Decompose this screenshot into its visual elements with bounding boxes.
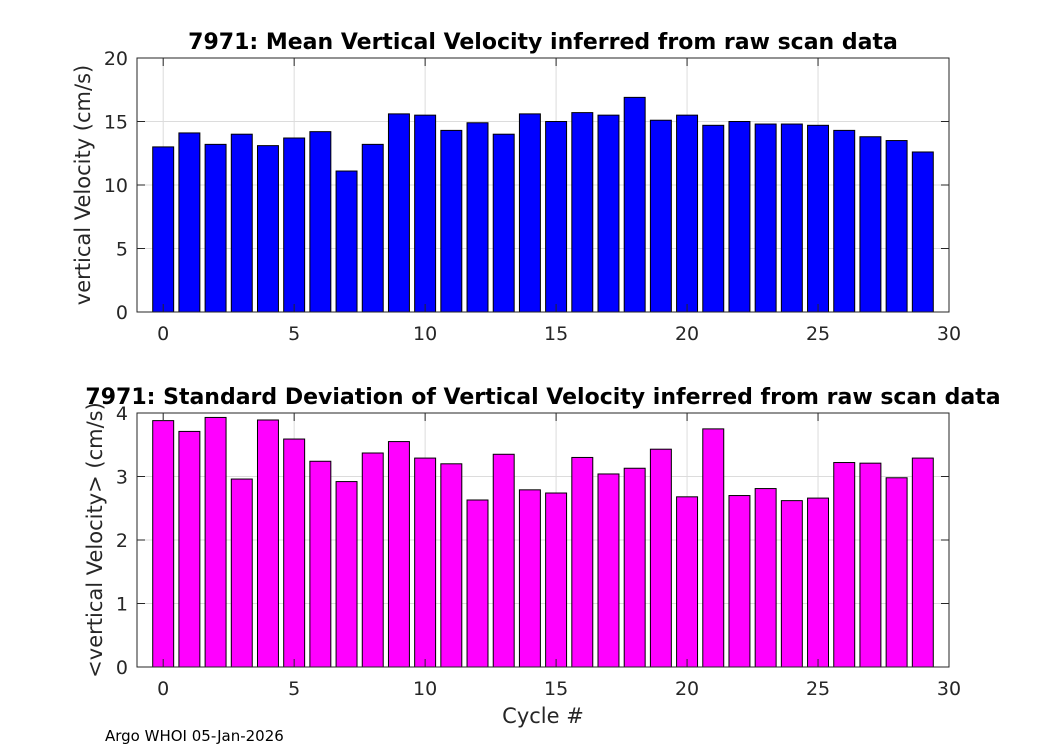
bar xyxy=(702,124,725,313)
bar xyxy=(676,496,699,668)
bar xyxy=(492,453,515,668)
bar xyxy=(807,124,830,313)
y-tick-label: 2 xyxy=(116,530,128,552)
bar xyxy=(780,123,803,313)
x-tick-label: 15 xyxy=(544,678,568,700)
bars xyxy=(152,96,934,313)
bar xyxy=(833,129,856,313)
bar xyxy=(309,131,332,313)
y-tick-label: 0 xyxy=(116,657,128,679)
footer-credit: Argo WHOI 05-Jan-2026 xyxy=(105,727,284,745)
bar xyxy=(361,452,384,668)
bar xyxy=(649,448,672,668)
y-tick-label: 15 xyxy=(104,112,128,134)
bar xyxy=(230,478,253,668)
bar xyxy=(649,119,672,313)
bar xyxy=(492,133,515,313)
x-tick-label: 30 xyxy=(937,323,961,345)
bar xyxy=(676,114,699,313)
bar xyxy=(440,463,463,668)
bar xyxy=(728,121,751,313)
x-tick-label: 5 xyxy=(288,323,300,345)
x-tick-label: 20 xyxy=(675,678,699,700)
bar xyxy=(387,113,410,313)
bar xyxy=(204,416,227,668)
bar xyxy=(911,151,934,313)
x-tick-label: 25 xyxy=(806,678,830,700)
bar xyxy=(178,430,201,668)
x-axis-label: Cycle # xyxy=(502,704,584,728)
bar xyxy=(309,460,332,668)
bar xyxy=(728,495,751,668)
y-tick-label: 10 xyxy=(104,175,128,197)
bar xyxy=(859,462,882,668)
x-tick-label: 30 xyxy=(937,678,961,700)
bar xyxy=(466,499,489,668)
bar xyxy=(466,122,489,313)
bar xyxy=(885,140,908,313)
bar xyxy=(178,132,201,313)
bar xyxy=(152,420,175,668)
bar xyxy=(754,488,777,668)
x-tick-label: 10 xyxy=(413,678,437,700)
mean-velocity-panel: 0 5 10 15 20 25 30 0 5 10 15 20 7971: Mean Vertical… xyxy=(71,30,961,345)
bar xyxy=(754,123,777,313)
bar xyxy=(440,129,463,313)
bar xyxy=(230,133,253,313)
bars xyxy=(152,416,934,668)
bar xyxy=(623,96,646,313)
x-tick-label: 25 xyxy=(806,323,830,345)
bar xyxy=(414,457,437,668)
bar xyxy=(545,492,568,668)
y-axis-label: vertical Velocity (cm/s) xyxy=(71,65,95,305)
bar xyxy=(623,467,646,668)
x-tick-label: 0 xyxy=(157,323,169,345)
chart-title: 7971: Standard Deviation of Vertical Vel… xyxy=(85,385,1000,410)
chart-title: 7971: Mean Vertical Velocity inferred fr… xyxy=(188,30,898,55)
y-tick-label: 4 xyxy=(116,403,128,425)
bar xyxy=(571,112,594,313)
bar xyxy=(597,473,620,668)
bar xyxy=(597,114,620,313)
x-tick-label: 20 xyxy=(675,323,699,345)
bar xyxy=(335,481,358,668)
ticks: 0 5 10 15 20 25 30 0 5 10 15 20 xyxy=(104,48,961,345)
bar xyxy=(702,428,725,668)
bar xyxy=(833,462,856,668)
bar xyxy=(571,456,594,668)
y-tick-label: 0 xyxy=(116,302,128,324)
x-tick-label: 5 xyxy=(288,678,300,700)
bar xyxy=(152,146,175,313)
y-axis-label: <vertical Velocity> (cm/s) xyxy=(83,402,107,678)
bar xyxy=(885,477,908,668)
x-tick-label: 0 xyxy=(157,678,169,700)
bar xyxy=(545,121,568,313)
bar xyxy=(518,113,541,313)
std-velocity-panel: 0 5 10 15 20 25 30 0 1 2 3 4 7971: Standard Deviati… xyxy=(83,385,1001,728)
bar xyxy=(807,497,830,668)
ticks: 0 5 10 15 20 25 30 0 1 2 3 4 xyxy=(116,403,961,700)
bar xyxy=(361,143,384,313)
x-tick-label: 15 xyxy=(544,323,568,345)
bar xyxy=(859,136,882,313)
bar xyxy=(518,489,541,668)
bar xyxy=(414,114,437,313)
bar xyxy=(256,145,279,313)
bar xyxy=(780,500,803,668)
y-tick-label: 20 xyxy=(104,48,128,70)
bar xyxy=(283,137,306,313)
y-tick-label: 5 xyxy=(116,239,128,261)
y-tick-label: 3 xyxy=(116,467,128,489)
y-tick-label: 1 xyxy=(116,594,128,616)
bar xyxy=(911,457,934,668)
bar xyxy=(283,438,306,668)
bar xyxy=(204,143,227,313)
x-tick-label: 10 xyxy=(413,323,437,345)
bar xyxy=(387,441,410,668)
bar xyxy=(256,419,279,668)
bar xyxy=(335,170,358,313)
